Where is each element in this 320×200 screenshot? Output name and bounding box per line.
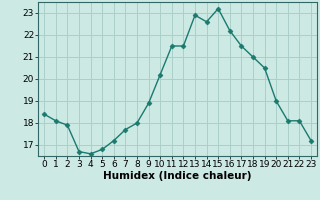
X-axis label: Humidex (Indice chaleur): Humidex (Indice chaleur) <box>103 171 252 181</box>
